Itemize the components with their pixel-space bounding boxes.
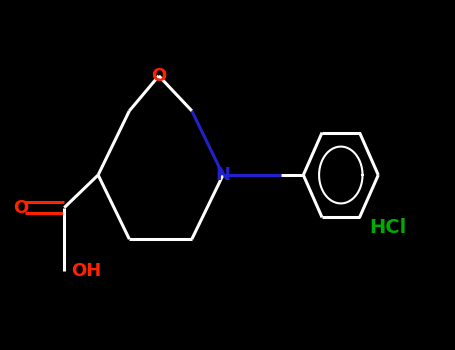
Text: O: O bbox=[13, 199, 28, 217]
Text: N: N bbox=[216, 166, 231, 184]
Text: HCl: HCl bbox=[369, 218, 407, 237]
Text: O: O bbox=[151, 67, 167, 85]
Text: OH: OH bbox=[71, 262, 101, 280]
